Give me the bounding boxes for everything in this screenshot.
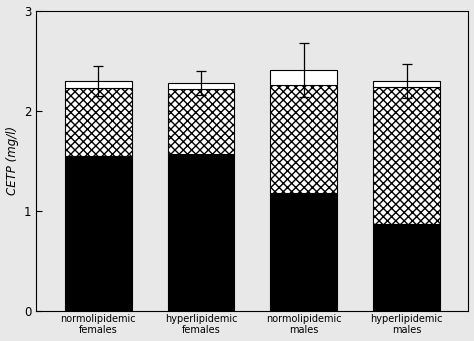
Bar — [374, 87, 440, 224]
Bar — [168, 154, 235, 311]
Bar — [374, 81, 440, 87]
Bar — [271, 70, 337, 85]
Bar — [374, 224, 440, 311]
Bar — [65, 88, 132, 156]
Bar — [271, 85, 337, 193]
Bar — [65, 156, 132, 311]
Bar — [271, 193, 337, 311]
Bar — [168, 89, 235, 154]
Y-axis label: CETP (mg/l): CETP (mg/l) — [6, 126, 18, 195]
Bar — [168, 83, 235, 89]
Bar — [65, 81, 132, 88]
